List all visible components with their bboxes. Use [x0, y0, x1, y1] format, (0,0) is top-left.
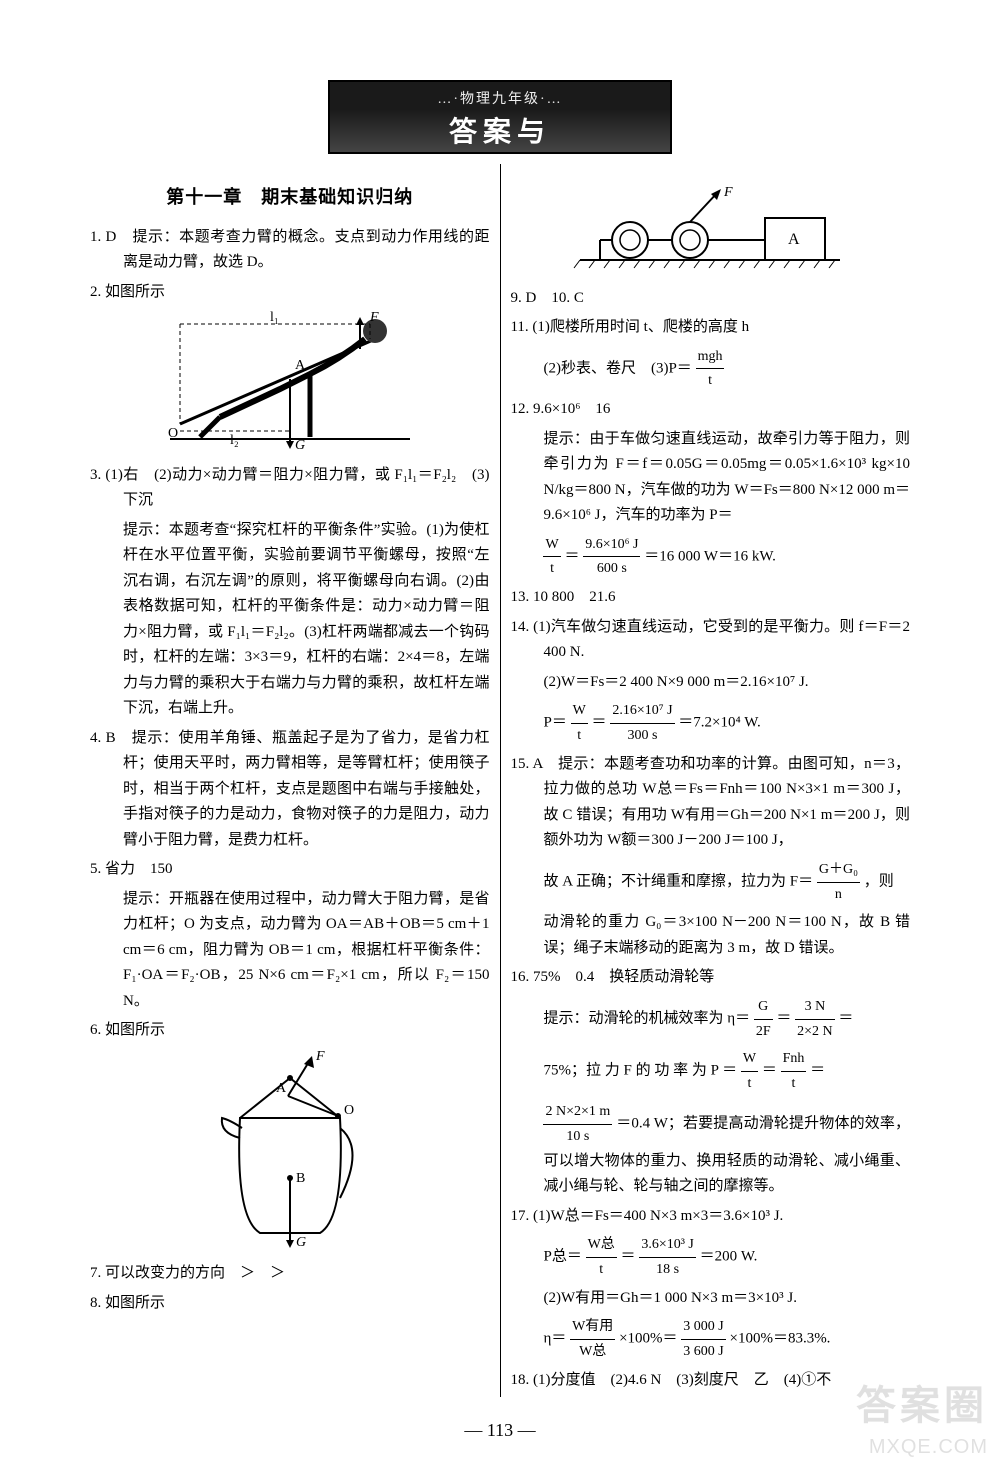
answer-11b: (2)秒表、卷尺 (3)P＝ mgh t	[510, 345, 910, 394]
answer-15b: 故 A 正确；不计绳重和摩擦，拉力为 F＝ G＋G₀n ，则	[510, 858, 910, 907]
fig2-G: G	[295, 438, 305, 449]
frac-W-t: W t	[543, 533, 560, 582]
watermark-url: MXQE.COM	[869, 1436, 988, 1459]
answer-12a: 12. 9.6×10⁶ 16	[510, 397, 910, 423]
answer-11b-text: (2)秒表、卷尺 (3)P＝	[543, 360, 691, 376]
left-column: 第十一章 期末基础知识归纳 1. D 提示：本题考查力臂的概念。支点到动力作用线…	[80, 164, 500, 1397]
answer-2-head: 2. 如图所示	[90, 280, 490, 306]
answer-16c: 75%；拉 力 F 的 功 率 为 P ＝ Wt ＝ Fnht ＝	[510, 1047, 910, 1096]
header-subtitle: …·物理九年级·…	[330, 88, 670, 108]
section-title: 第十一章 期末基础知识归纳	[90, 182, 490, 213]
answer-17c: (2)W有用＝Gh＝1 000 N×3 m＝3×10³ J.	[510, 1286, 910, 1312]
answer-16a: 16. 75% 0.4 换轻质动滑轮等	[510, 965, 910, 991]
fig6-A: A	[276, 1081, 287, 1096]
answer-3a: 3. (1)右 (2)动力×动力臂＝阻力×阻力臂，或 F₁l₁＝F₂l₂ (3)…	[90, 463, 490, 514]
answer-12b: 提示：由于车做匀速直线运动，故牵引力等于阻力，则牵引力为 F＝f＝0.05G＝0…	[510, 427, 910, 529]
answer-14b: (2)W＝Fs＝2 400 N×9 000 m＝2.16×10⁷ J.	[510, 670, 910, 696]
answer-17d: η＝ W有用W总 ×100%＝ 3 000 J3 600 J ×100%＝83.…	[510, 1315, 910, 1364]
two-column-layout: 第十一章 期末基础知识归纳 1. D 提示：本题考查力臂的概念。支点到动力作用线…	[0, 164, 1000, 1397]
answer-3b: 提示：本题考查“探究杠杆的平衡条件”实验。(1)为使杠杆在水平位置平衡，实验前要…	[90, 518, 490, 722]
answer-14c: P＝ Wt ＝ 2.16×10⁷ J300 s ＝7.2×10⁴ W.	[510, 699, 910, 748]
figure-8: F A	[510, 182, 910, 282]
answer-18: 18. (1)分度值 (2)4.6 N (3)刻度尺 乙 (4)①不	[510, 1368, 910, 1394]
answer-17a: 17. (1)W总＝Fs＝400 N×3 m×3＝3.6×10³ J.	[510, 1204, 910, 1230]
answer-14a: 14. (1)汽车做匀速直线运动，它受到的是平衡力。则 f＝F＝2 400 N.	[510, 615, 910, 666]
answer-1: 1. D 提示：本题考查力臂的概念。支点到动力作用线的距离是动力臂，故选 D。	[90, 225, 490, 276]
answer-5b: 提示：开瓶器在使用过程中，动力臂大于阻力臂，是省力杠杆；O 为支点，动力臂为 O…	[90, 887, 490, 1015]
answer-12c: W t ＝ 9.6×10⁶ J 600 s ＝16 000 W＝16 kW.	[510, 533, 910, 582]
fig6-G: G	[296, 1235, 306, 1248]
fig2-O: O	[168, 426, 178, 441]
right-column: F A 9. D 10. C 11. (1)爬楼所用时间 t、爬楼的高度 h (…	[500, 164, 920, 1397]
fig6-B: B	[296, 1171, 305, 1186]
answer-17b: P总＝ W总t ＝ 3.6×10³ J18 s ＝200 W.	[510, 1233, 910, 1282]
answer-16d: 2 N×2×1 m10 s ＝0.4 W；若要提高动滑轮提升物体的效率，可以增大…	[510, 1100, 910, 1200]
answer-5a: 5. 省力 150	[90, 857, 490, 883]
answer-13: 13. 10 800 21.6	[510, 585, 910, 611]
fig8-A: A	[788, 231, 800, 248]
header-title: 答案与	[330, 110, 670, 150]
figure-2: l₁ F O A l₂ G	[90, 309, 490, 459]
fig8-F: F	[723, 185, 733, 200]
fig6-F: F	[315, 1049, 325, 1064]
fig2-A: A	[295, 358, 306, 373]
answer-8: 8. 如图所示	[90, 1291, 490, 1317]
answer-7: 7. 可以改变力的方向 ＞ ＞	[90, 1261, 490, 1287]
fig2-F: F	[369, 310, 379, 325]
answer-4: 4. B 提示：使用羊角锤、瓶盖起子是为了省力，是省力杠杆；使用天平时，两力臂相…	[90, 726, 490, 854]
header-banner: …·物理九年级·… 答案与	[328, 80, 672, 154]
fig2-l1: l₁	[270, 310, 279, 325]
answer-9-10: 9. D 10. C	[510, 286, 910, 312]
figure-6: F A O B G	[90, 1048, 490, 1258]
fig2-l2: l₂	[230, 433, 239, 448]
answer-15a: 15. A 提示：本题考查功和功率的计算。由图可知，n＝3，拉力做的总功 W总＝…	[510, 752, 910, 854]
answer-11a: 11. (1)爬楼所用时间 t、爬楼的高度 h	[510, 315, 910, 341]
frac-mgh-t: mgh t	[696, 345, 725, 394]
frac-9.6e6-600: 9.6×10⁶ J 600 s	[583, 533, 640, 582]
page-number: — 113 —	[0, 1420, 1000, 1441]
fig6-O: O	[344, 1103, 354, 1118]
answer-16b: 提示：动滑轮的机械效率为 η＝ G2F ＝ 3 N2×2 N ＝	[510, 995, 910, 1044]
answer-15c: 动滑轮的重力 G₀＝3×100 N－200 N＝100 N，故 B 错误；绳子末…	[510, 910, 910, 961]
answer-6-head: 6. 如图所示	[90, 1018, 490, 1044]
watermark-text: 答案圈	[856, 1373, 988, 1431]
